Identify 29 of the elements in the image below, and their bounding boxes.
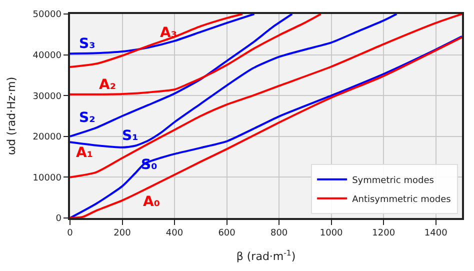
x-tick-label: 1000 bbox=[320, 228, 344, 239]
x-tick-label: 1400 bbox=[424, 228, 448, 239]
annotation: A₃ bbox=[160, 25, 177, 41]
x-tick-label: 0 bbox=[67, 228, 74, 239]
x-tick-label: 800 bbox=[270, 228, 288, 239]
line-series bbox=[70, 14, 322, 96]
line-series bbox=[70, 14, 256, 55]
y-tick-label: 20000 bbox=[32, 132, 62, 143]
annotation: A₀ bbox=[143, 194, 160, 210]
annotation: S₃ bbox=[79, 36, 96, 52]
y-axis-title: ωd (rad·Hz·m) bbox=[4, 76, 18, 156]
x-tick-label: 200 bbox=[114, 228, 132, 239]
annotation: A₂ bbox=[99, 77, 116, 93]
y-tick-label: 40000 bbox=[32, 50, 62, 61]
y-tick-label: 10000 bbox=[32, 173, 62, 184]
line-series bbox=[70, 14, 398, 148]
x-tick-label: 400 bbox=[166, 228, 184, 239]
legend-label: Symmetric modes bbox=[352, 176, 434, 186]
y-tick-label: 30000 bbox=[32, 92, 62, 102]
y-tick-label: 50000 bbox=[32, 10, 62, 20]
x-tick-label: 600 bbox=[218, 228, 236, 239]
x-axis-title: β (rad·m$^{-1}$) bbox=[236, 248, 296, 264]
annotation: S₁ bbox=[122, 128, 138, 144]
annotation: S₂ bbox=[79, 110, 96, 126]
x-tick-label: 1200 bbox=[372, 228, 396, 239]
line-series bbox=[70, 14, 244, 68]
y-tick-label: 0 bbox=[56, 214, 62, 224]
legend-label: Antisymmetric modes bbox=[352, 194, 452, 205]
annotation: A₁ bbox=[76, 145, 93, 161]
